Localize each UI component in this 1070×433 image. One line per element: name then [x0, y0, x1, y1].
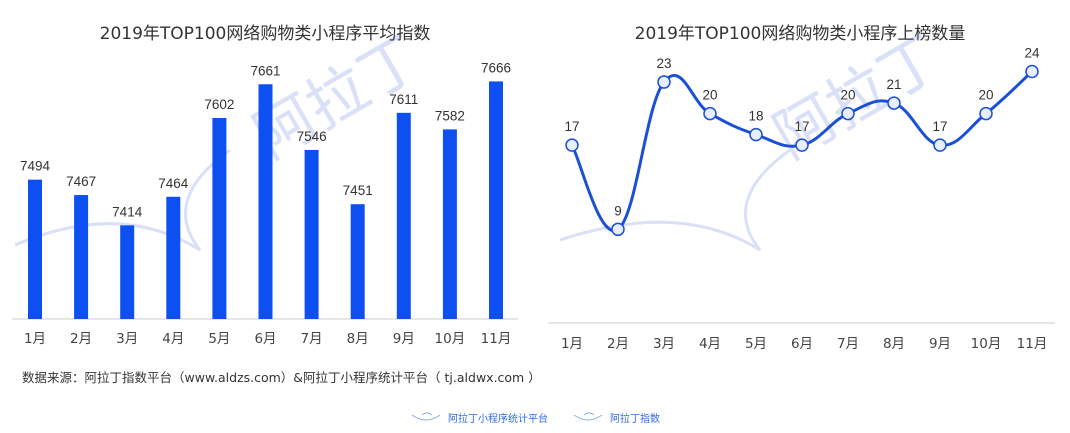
line-point: [703, 106, 717, 121]
line-value-label: 20: [702, 88, 717, 103]
bar-chart-title: 2019年TOP100网络购物类小程序平均指数: [100, 24, 431, 44]
bar-x-tick: 11月: [481, 331, 512, 347]
line-x-tick: 7月: [837, 336, 859, 352]
bar-x-tick: 5月: [208, 331, 230, 347]
bar-value-label: 7582: [435, 108, 465, 123]
line-x-tick: 11月: [1017, 336, 1048, 352]
line-value-label: 17: [564, 119, 579, 134]
bar-x-tick: 7月: [301, 331, 323, 347]
bar-value-label: 7602: [204, 97, 234, 112]
bar-x-tick: 4月: [162, 331, 184, 347]
line-point: [565, 138, 579, 152]
line-x-tick: 8月: [883, 336, 905, 352]
bar: [442, 129, 457, 319]
bar: [166, 196, 181, 319]
lamp-icon: [573, 412, 603, 420]
line-x-tick: 5月: [745, 336, 767, 352]
line-point: [749, 127, 763, 142]
bar: [120, 225, 135, 319]
bar: [28, 179, 42, 319]
line-value-label: 20: [840, 88, 855, 103]
bar-value-label: 7464: [158, 176, 189, 191]
line-point: [887, 96, 901, 110]
line-x-tick: 4月: [699, 336, 721, 352]
bar-value-label: 7414: [112, 204, 143, 219]
bar-x-tick: 10月: [435, 331, 466, 347]
watermark: 阿拉丁 阿拉丁: [14, 22, 954, 252]
footer-logo-stats: 阿拉丁小程序统计平台: [410, 410, 548, 425]
line-value-label: 17: [932, 119, 947, 134]
bar-value-label: 7546: [297, 129, 327, 144]
line-x-tick: 1月: [561, 336, 583, 352]
data-source-note: 数据来源：阿拉丁指数平台（www.aldzs.com）&阿拉丁小程序统计平台（ …: [22, 370, 541, 385]
line-x-tick: 2月: [607, 336, 629, 352]
lamp-icon: [411, 412, 441, 420]
bar-value-label: 7467: [66, 174, 96, 189]
bar: [212, 117, 227, 319]
bar: [489, 81, 503, 319]
footer-logo1-text: 阿拉丁小程序统计平台: [448, 414, 548, 425]
bar-x-tick: 8月: [347, 331, 369, 347]
bar-x-tick: 1月: [24, 331, 46, 347]
bar-x-tick: 6月: [254, 331, 276, 347]
line-point: [979, 106, 993, 121]
svg-text:阿拉丁: 阿拉丁: [763, 22, 954, 173]
bar-x-tick: 9月: [393, 331, 415, 347]
bar-x-tick: 2月: [70, 331, 92, 347]
line-chart-title: 2019年TOP100网络购物类小程序上榜数量: [635, 24, 966, 44]
line-point: [657, 75, 671, 89]
line-value-label: 17: [794, 119, 809, 134]
bar-value-label: 7611: [389, 92, 418, 107]
line-x-tick: 9月: [929, 336, 951, 352]
bar: [396, 112, 411, 319]
bar: [74, 195, 89, 319]
line-value-label: 24: [1024, 46, 1040, 61]
bar-x-tick: 3月: [116, 331, 138, 347]
bar: [258, 84, 273, 319]
footer-logo2-text: 阿拉丁指数: [610, 414, 660, 425]
bar: [304, 149, 319, 319]
line-point: [795, 138, 809, 152]
line-point: [841, 106, 855, 121]
line-value-label: 18: [748, 109, 763, 124]
line-value-label: 20: [978, 88, 993, 103]
line-x-tick: 3月: [653, 336, 675, 352]
line-point: [1025, 64, 1039, 79]
line-point: [933, 138, 947, 152]
bar-value-label: 7661: [250, 63, 280, 78]
bar: [350, 204, 365, 319]
line-point: [611, 222, 625, 237]
line-value-label: 23: [656, 56, 671, 71]
bar-value-label: 7666: [481, 60, 511, 75]
bar-value-label: 7451: [343, 183, 373, 198]
line-x-tick: 10月: [971, 336, 1002, 352]
line-x-tick: 6月: [791, 336, 813, 352]
bar-value-label: 7494: [20, 159, 51, 174]
line-value-label: 9: [614, 203, 622, 218]
line-value-label: 21: [886, 77, 901, 92]
footer-logo-index: 阿拉丁指数: [572, 410, 660, 425]
